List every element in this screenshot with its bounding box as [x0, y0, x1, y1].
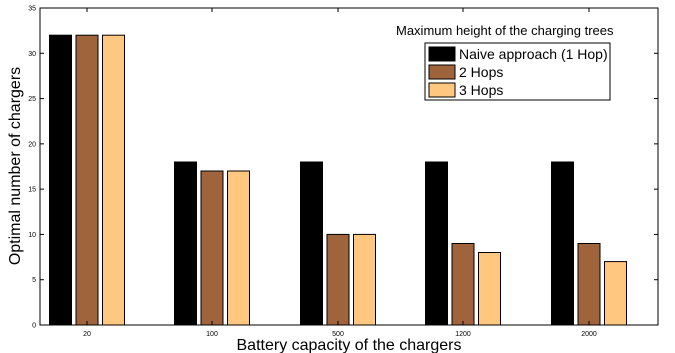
legend-label: 3 Hops: [459, 82, 503, 98]
y-tick-label: 5: [32, 277, 36, 284]
bar-1200-series-3: [478, 252, 501, 326]
x-tick-label: 20: [83, 331, 91, 338]
bar-1200-series-2: [451, 243, 475, 326]
legend-swatch: [428, 82, 456, 98]
y-tick-label: 25: [28, 96, 36, 103]
x-tick-label: 100: [206, 331, 218, 338]
y-axis-label: Optimal number of chargers: [7, 67, 24, 265]
legend-label: Naive approach (1 Hop): [459, 46, 608, 62]
x-tick-label: 500: [332, 331, 344, 338]
y-tick-label: 15: [28, 187, 36, 194]
legend-swatch: [428, 46, 456, 62]
x-tick-label: 1200: [455, 331, 471, 338]
bar-100-series-3: [227, 170, 250, 326]
bar-2000-series-1: [551, 161, 574, 326]
bar-500-series-2: [326, 233, 350, 326]
legend: Maximum height of the charging trees Nai…: [396, 23, 614, 101]
bar-500-series-1: [300, 161, 323, 326]
bar-20-series-2: [75, 34, 99, 326]
y-tick-label: 10: [28, 232, 36, 239]
x-axis-label: Battery capacity of the chargers: [237, 337, 462, 353]
legend-entries: Naive approach (1 Hop) 2 Hops 3 Hops: [428, 46, 608, 98]
bars: [49, 34, 627, 326]
legend-box: [424, 42, 611, 101]
legend-title: Maximum height of the charging trees: [396, 23, 614, 38]
y-tick-label: 30: [28, 51, 36, 58]
legend-label: 2 Hops: [459, 64, 503, 80]
bar-100-series-1: [174, 161, 197, 326]
legend-swatch: [428, 64, 456, 80]
bar-100-series-2: [200, 170, 224, 326]
bar-500-series-3: [353, 233, 376, 326]
x-tick-label: 2000: [581, 331, 597, 338]
y-axis-ticks: 0 5 10 15 20 25 30 35: [28, 6, 658, 330]
y-tick-label: 0: [32, 323, 36, 330]
bar-20-series-3: [102, 34, 125, 326]
bar-2000-series-2: [577, 243, 601, 326]
y-tick-label: 20: [28, 141, 36, 148]
y-tick-label: 35: [28, 6, 36, 13]
x-axis-ticks: 20 100 500 1200 2000: [83, 8, 597, 338]
bar-2000-series-3: [604, 261, 627, 326]
bar-1200-series-1: [425, 161, 448, 326]
bar-20-series-1: [49, 34, 72, 326]
